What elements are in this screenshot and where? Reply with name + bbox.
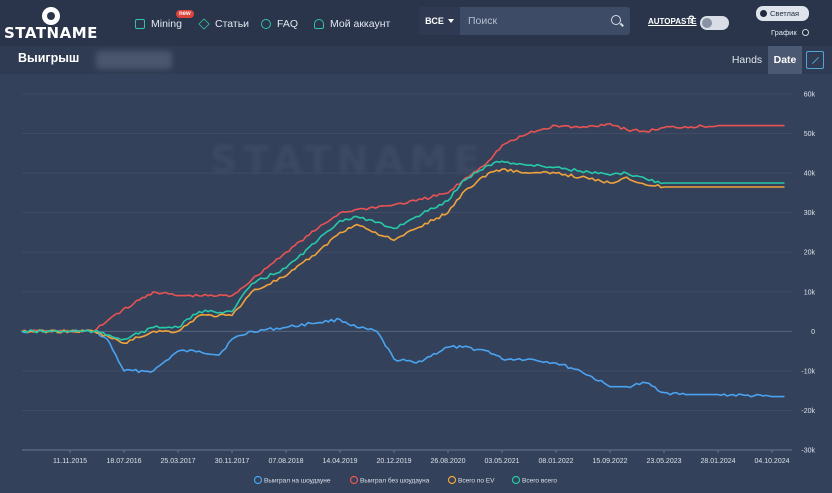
chart-grid (22, 93, 792, 451)
chart-legend: Выиграл на шоудауне Выиграл без шоудауна В… (253, 475, 557, 485)
search-scope-label: ВСЕ (425, 16, 444, 26)
theme-light-toggle[interactable]: Светлая (756, 6, 809, 21)
chart-series (21, 122, 785, 398)
expand-icon[interactable] (806, 51, 824, 69)
legend-label: Всего по EV (458, 478, 495, 485)
chart-toggle[interactable]: График (766, 25, 821, 40)
legend-marker (511, 475, 521, 485)
diamond-icon (198, 18, 210, 30)
nav-item-label: Мой аккаунт (330, 18, 391, 30)
series-line (21, 160, 785, 341)
search-input[interactable] (460, 7, 630, 35)
logo[interactable]: STATNAME (4, 7, 97, 42)
y-tick-label: -10k (801, 368, 815, 375)
y-axis-ticks: 60k 50k 40k 30k 20k 10k 0 -10k -20k -30k (801, 92, 815, 455)
x-tick-label: 26.08.2020 (430, 458, 465, 465)
y-tick-label: -30k (801, 448, 815, 455)
y-tick-label: 0 (811, 329, 815, 336)
search-scope-select[interactable]: ВСЕ (419, 7, 460, 35)
nav-item-label: Mining (151, 18, 182, 30)
blurred-username (96, 51, 172, 69)
chart-header: Выигрыш Hands Date (0, 46, 832, 74)
x-tick-label: 03.05.2021 (484, 458, 519, 465)
x-tick-label: 25.03.2017 (160, 458, 195, 465)
theme-light-label: Светлая (770, 9, 800, 18)
nav-item-articles[interactable]: Статьи (198, 16, 250, 32)
mining-icon (135, 19, 145, 29)
nav-item-account[interactable]: Мой аккаунт (314, 16, 390, 32)
chart-toggle-label: График (771, 28, 797, 37)
search-bar: ВСЕ (419, 7, 630, 35)
page-title: Выигрыш (18, 51, 80, 65)
y-tick-label: 50k (804, 131, 816, 138)
x-tick-label: 04.10.2024 (754, 458, 789, 465)
y-tick-label: 20k (804, 250, 816, 257)
x-tick-label: 30.11.2017 (215, 458, 250, 465)
nav-item-faq[interactable]: FAQ (261, 16, 298, 32)
legend-marker (253, 475, 263, 485)
y-tick-label: 30k (804, 210, 816, 217)
autopaste-toggle[interactable] (700, 16, 729, 30)
watermark-logo: STATNAME (210, 138, 486, 182)
y-tick-label: 60k (804, 92, 816, 99)
nav-item-label: Статьи (215, 18, 250, 30)
tab-hands[interactable]: Hands (731, 54, 763, 66)
nav-item-mining[interactable]: Mining (135, 16, 182, 32)
x-tick-label: 15.09.2022 (592, 458, 627, 465)
legend-label: Всего всего (522, 478, 557, 485)
nav-item-label: FAQ (277, 18, 299, 30)
y-tick-label: 40k (804, 171, 816, 178)
help-circle-icon (261, 19, 271, 29)
radio-dot-icon (760, 10, 767, 17)
new-badge: new (176, 10, 194, 18)
legend-marker (349, 475, 359, 485)
x-tick-label: 20.12.2019 (376, 458, 411, 465)
x-axis-ticks: 11.11.2015 18.07.2016 25.03.2017 30.11.2017… (53, 450, 790, 465)
user-icon (314, 19, 324, 29)
legend-label: Выиграл на шоудауне (264, 478, 331, 485)
series-line (21, 168, 785, 344)
search-icon[interactable] (611, 15, 621, 25)
winnings-chart: 60k 50k 40k 30k 20k 10k 0 -10k -20k -30k 11.11.20… (21, 92, 815, 485)
autopaste-link[interactable]: AUTOPASTE (648, 17, 697, 26)
x-tick-label: 18.07.2016 (106, 458, 141, 465)
legend-label: Выиграл без шоудауна (360, 477, 430, 485)
x-tick-label: 08.01.2022 (538, 458, 573, 465)
x-tick-label: 14.04.2019 (322, 458, 357, 465)
x-tick-label: 11.11.2015 (53, 458, 87, 465)
radio-dot-icon (801, 29, 809, 36)
legend-marker (447, 475, 457, 485)
help-icon[interactable]: ? (688, 14, 695, 26)
y-tick-label: -20k (801, 408, 815, 415)
logo-text: STATNAME (4, 24, 98, 42)
tab-date[interactable]: Date (768, 46, 802, 74)
top-bar: STATNAME Mining new Статьи FAQ Мой аккау… (0, 0, 832, 46)
logo-mark-icon (42, 7, 60, 25)
x-tick-label: 07.08.2018 (268, 458, 303, 465)
y-tick-label: 10k (804, 289, 816, 296)
series-line (21, 317, 785, 398)
x-tick-label: 28.01.2024 (700, 458, 735, 465)
series-line (21, 122, 785, 334)
x-tick-label: 23.05.2023 (646, 458, 681, 465)
chevron-down-icon (447, 19, 454, 23)
